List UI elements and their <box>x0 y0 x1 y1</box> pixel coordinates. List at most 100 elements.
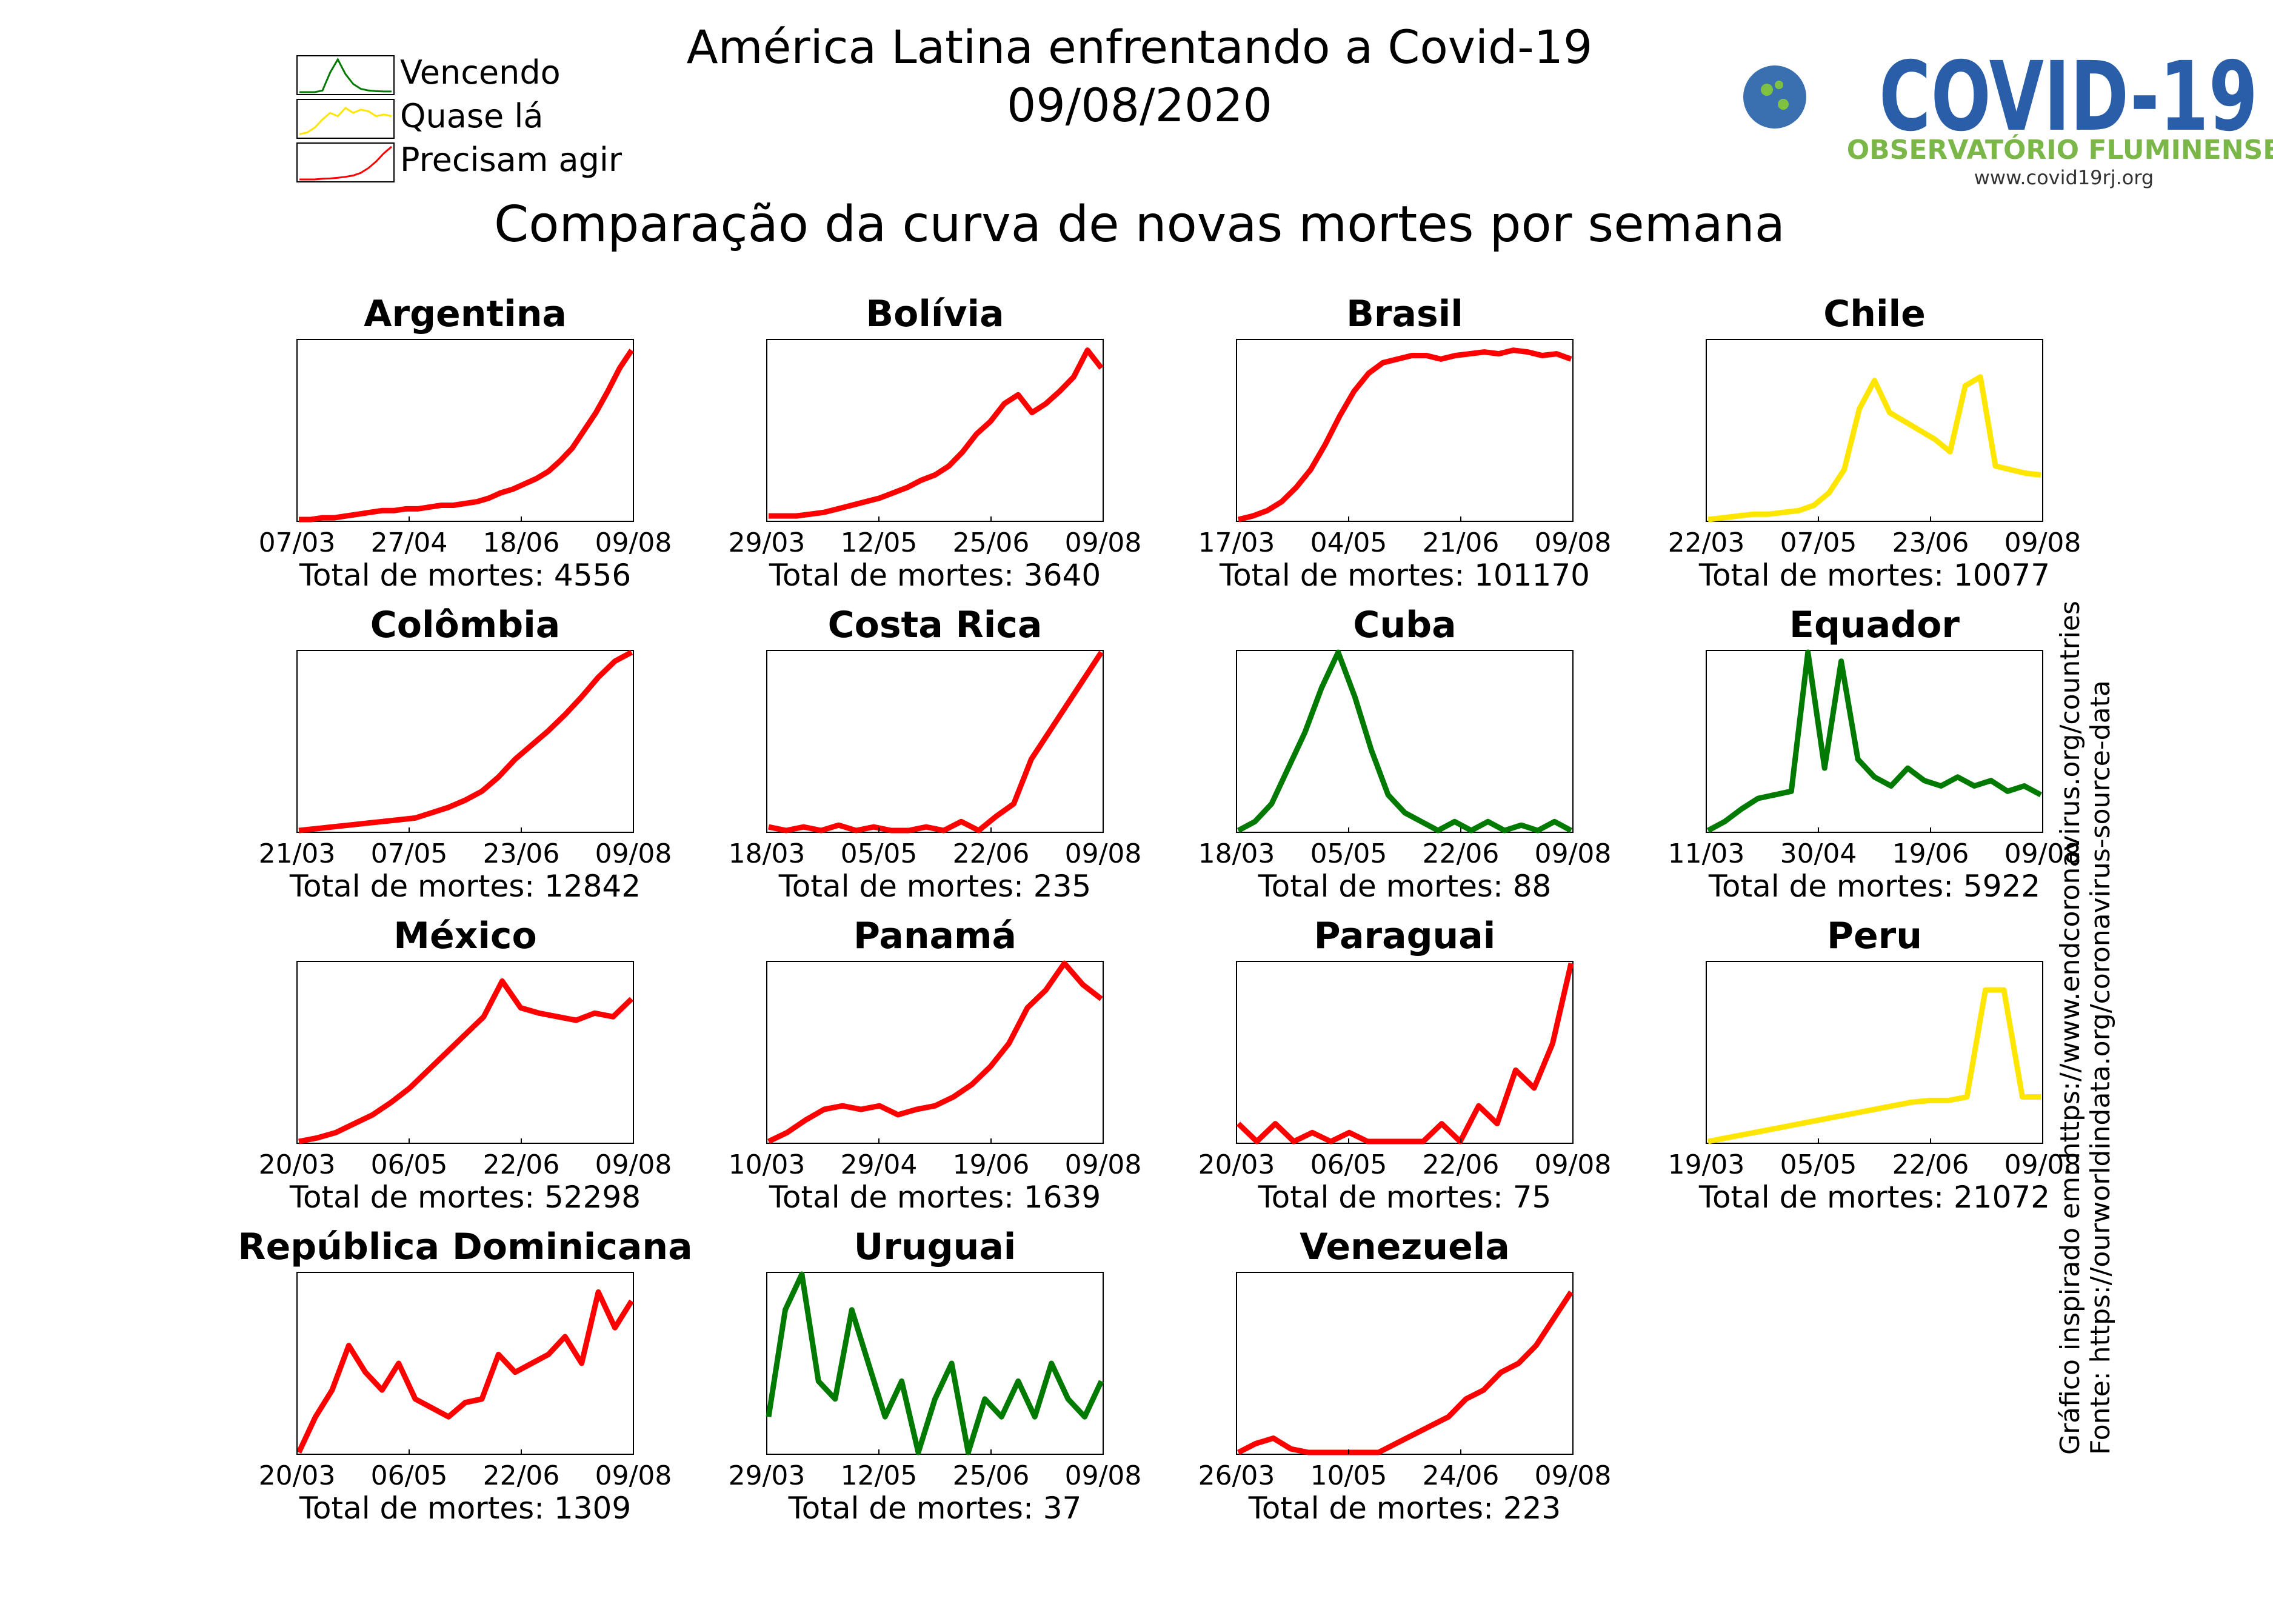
x-tick-label: 09/08 <box>595 1149 672 1180</box>
x-tick-label: 07/05 <box>371 838 448 869</box>
logo-subtitle: OBSERVATÓRIO FLUMINENSE <box>1847 133 2273 165</box>
x-tick-label: 29/03 <box>729 1460 806 1491</box>
total-deaths: Total de mortes: 52298 <box>289 1180 641 1215</box>
plot-frame <box>1236 1272 1574 1455</box>
plot-frame <box>766 650 1104 833</box>
x-tick-label: 06/05 <box>1310 1149 1387 1180</box>
total-deaths: Total de mortes: 1639 <box>769 1180 1101 1215</box>
x-tick-label: 18/06 <box>483 527 560 558</box>
x-tick-label: 12/05 <box>841 527 918 558</box>
x-tick-label: 20/03 <box>259 1460 336 1491</box>
total-deaths: Total de mortes: 10077 <box>1698 558 2050 593</box>
x-tick-label: 09/08 <box>1065 1149 1142 1180</box>
panel-title: Argentina <box>364 293 567 335</box>
x-tick-label: 22/06 <box>1892 1149 1969 1180</box>
total-deaths: Total de mortes: 37 <box>788 1491 1082 1526</box>
panel-title: Bolívia <box>866 293 1004 335</box>
panel-title: Paraguai <box>1314 915 1496 957</box>
x-tick-label: 18/03 <box>729 838 806 869</box>
plot-frame <box>1706 650 2043 833</box>
series-line <box>1706 649 2043 833</box>
x-tick-label: 06/05 <box>371 1149 448 1180</box>
plot-frame <box>1706 339 2043 522</box>
x-tick-label: 29/04 <box>841 1149 918 1180</box>
legend-swatch-line <box>299 107 392 135</box>
total-deaths: Total de mortes: 21072 <box>1698 1180 2050 1215</box>
legend-label: Precisam agir <box>400 141 622 179</box>
x-tick-label: 23/06 <box>483 838 560 869</box>
total-deaths: Total de mortes: 5922 <box>1708 869 2040 904</box>
panel-title: Panamá <box>853 915 1016 957</box>
plot-frame <box>296 961 634 1144</box>
x-tick-label: 21/06 <box>1423 527 1500 558</box>
total-deaths: Total de mortes: 4556 <box>299 558 631 593</box>
x-tick-label: 25/06 <box>953 527 1030 558</box>
x-tick-label: 19/06 <box>953 1149 1030 1180</box>
legend: Vencendo Quase lá Precisam agir <box>296 53 622 182</box>
series-line <box>1707 374 2041 523</box>
panel-title: Chile <box>1823 293 1926 335</box>
series-line <box>768 650 1104 834</box>
x-tick-label: 06/05 <box>371 1460 448 1491</box>
x-tick-label: 09/08 <box>2004 1149 2081 1180</box>
x-tick-label: 05/05 <box>1310 838 1387 869</box>
virus-icon <box>1743 65 1806 129</box>
x-tick-label: 09/08 <box>595 838 672 869</box>
series-line <box>298 978 634 1144</box>
x-tick-label: 09/08 <box>1065 1460 1142 1491</box>
x-tick-label: 09/08 <box>595 527 672 558</box>
subtitle: Comparação da curva de novas mortes por … <box>494 196 1785 253</box>
x-tick-label: 18/03 <box>1198 838 1275 869</box>
x-tick-label: 17/03 <box>1198 527 1275 558</box>
plot-frame <box>296 339 634 522</box>
x-tick-label: 29/03 <box>729 527 806 558</box>
panel-title: Cuba <box>1353 604 1456 646</box>
x-tick-label: 12/05 <box>841 1460 918 1491</box>
x-tick-label: 09/08 <box>1535 838 1612 869</box>
total-deaths: Total de mortes: 1309 <box>299 1491 631 1526</box>
x-tick-label: 23/06 <box>1892 527 1969 558</box>
x-tick-label: 11/03 <box>1668 838 1745 869</box>
series-line <box>767 960 1103 1144</box>
logo-url: www.covid19rj.org <box>1974 166 2154 189</box>
logo-title: COVID-19 <box>1879 41 2258 153</box>
series-line <box>1237 649 1573 834</box>
series-line <box>1237 1290 1574 1455</box>
x-tick-label: 09/08 <box>1535 527 1612 558</box>
panel-title: Brasil <box>1346 293 1463 335</box>
legend-item-quase: Quase lá <box>296 97 543 139</box>
x-tick-label: 21/03 <box>259 838 336 869</box>
x-tick-label: 04/05 <box>1310 527 1387 558</box>
x-tick-label: 05/05 <box>1780 1149 1857 1180</box>
panel-title: República Dominicana <box>238 1226 692 1268</box>
total-deaths: Total de mortes: 223 <box>1248 1491 1561 1526</box>
panel-title: México <box>393 915 536 957</box>
series-line <box>296 1289 634 1454</box>
x-tick-label: 07/03 <box>259 527 336 558</box>
legend-item-agir: Precisam agir <box>296 141 622 182</box>
legend-item-vencendo: Vencendo <box>296 53 561 95</box>
x-tick-label: 07/05 <box>1780 527 1857 558</box>
total-deaths: Total de mortes: 75 <box>1258 1180 1552 1215</box>
total-deaths: Total de mortes: 88 <box>1258 869 1552 904</box>
x-tick-label: 10/05 <box>1310 1460 1387 1491</box>
series-line <box>298 650 633 834</box>
panel-title: Venezuela <box>1300 1226 1510 1268</box>
x-tick-label: 20/03 <box>259 1149 336 1180</box>
panel-13: República Dominicana 20/03 06/05 22/06 09/08… <box>238 1226 692 1526</box>
x-tick-label: 10/03 <box>729 1149 806 1180</box>
x-tick-label: 26/03 <box>1198 1460 1275 1491</box>
total-deaths: Total de mortes: 3640 <box>769 558 1101 593</box>
x-tick-label: 22/03 <box>1668 527 1745 558</box>
